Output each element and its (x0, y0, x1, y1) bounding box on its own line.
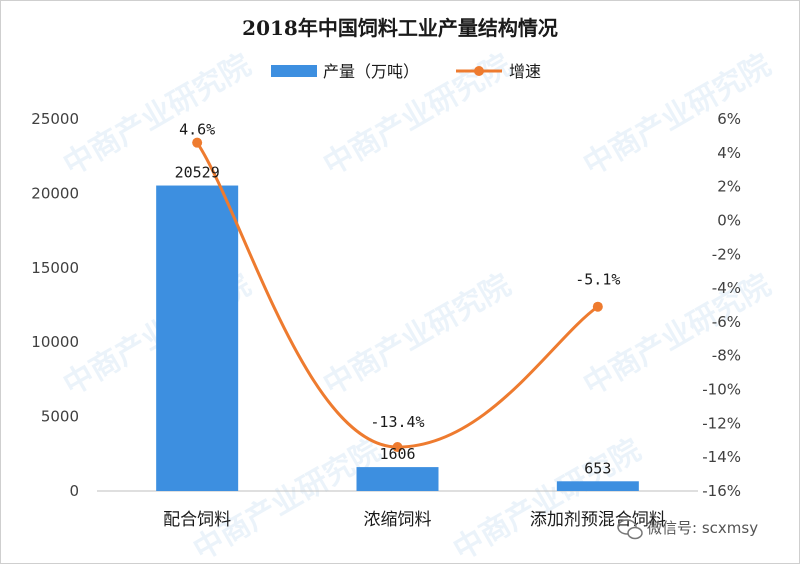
credit: 微信号: scxmsy (617, 519, 758, 540)
y-right-tick-label: -14% (702, 448, 741, 466)
legend: 产量（万吨） 增速 (271, 62, 541, 81)
x-category-label: 添加剂预混合饲料 (530, 510, 666, 530)
y-right-tick-label: -2% (712, 245, 741, 263)
axes: 0 5000 10000 15000 20000 25000 6% 4% 2% 0% -2% -4% -… (31, 110, 741, 530)
y-right-tick-label: -8% (712, 347, 741, 365)
bar (156, 185, 239, 491)
y-left-tick-label: 20000 (31, 184, 79, 202)
watermark-text: 中商产业研究院 (318, 268, 517, 403)
y-right-tick-label: -10% (702, 381, 741, 399)
x-category-label: 配合饲料 (163, 510, 231, 530)
y-right-tick-label: 0% (717, 211, 741, 229)
y-right-tick-label: -6% (712, 313, 741, 331)
growth-value-label: 4.6% (179, 121, 215, 139)
legend-swatch-marker (474, 66, 484, 76)
y-left-tick-label: 15000 (31, 259, 79, 277)
bar (556, 481, 639, 491)
growth-value-label: -5.1% (575, 271, 620, 289)
y-left-tick-label: 5000 (41, 408, 79, 426)
growth-point (592, 301, 603, 312)
wechat-icon (617, 519, 643, 540)
y-right-tick-label: -12% (702, 414, 741, 432)
y-left-tick-label: 10000 (31, 333, 79, 351)
legend-label-bar: 产量（万吨） (323, 62, 419, 81)
x-category-label: 浓缩饲料 (364, 510, 432, 530)
watermark-text: 中商产业研究院 (578, 48, 777, 183)
legend-swatch-bar (271, 65, 317, 77)
bars (156, 185, 639, 491)
watermark-text: 中商产业研究院 (448, 433, 647, 563)
credit-text: 微信号: scxmsy (647, 519, 758, 537)
bar-value-label: 20529 (175, 164, 220, 182)
y-right-tick-label: 6% (717, 110, 741, 128)
bar-value-label: 1606 (379, 445, 415, 463)
growth-line (195, 141, 599, 449)
y-right-tick-label: -16% (702, 482, 741, 500)
data-labels: 20529 1606 653 4.6% -13.4% -5.1% (175, 121, 621, 478)
line-series (192, 137, 603, 453)
bar-value-label: 653 (584, 459, 611, 477)
y-right-tick-label: 2% (717, 178, 741, 196)
y-right-tick-label: -4% (712, 279, 741, 297)
y-left-tick-label: 25000 (31, 110, 79, 128)
legend-label-line: 增速 (509, 62, 541, 81)
growth-point (392, 442, 403, 453)
growth-point (192, 137, 203, 148)
chart-title: 2018年中国饲料工业产量结构情况 (242, 16, 558, 40)
y-left-tick-label: 0 (69, 482, 79, 500)
growth-value-label: -13.4% (370, 413, 424, 431)
bar (356, 467, 439, 491)
y-right-tick-label: 4% (717, 144, 741, 162)
watermark-text: 中商产业研究院 (58, 48, 257, 183)
